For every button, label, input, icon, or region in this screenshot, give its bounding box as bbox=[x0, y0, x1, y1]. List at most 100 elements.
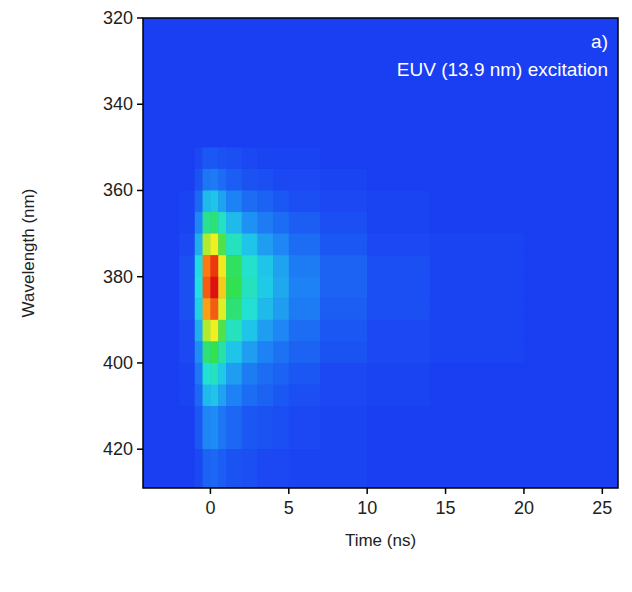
cell bbox=[257, 190, 273, 212]
cell bbox=[242, 18, 258, 62]
cell bbox=[179, 298, 195, 320]
cell bbox=[289, 341, 321, 363]
cell bbox=[203, 234, 211, 256]
cell bbox=[210, 298, 218, 320]
x-axis-title: Time (ns) bbox=[345, 531, 416, 550]
cell bbox=[430, 363, 525, 385]
x-tick-label: 20 bbox=[514, 498, 534, 518]
cell bbox=[289, 449, 321, 488]
cell bbox=[226, 298, 242, 320]
cell bbox=[210, 212, 218, 234]
cell bbox=[210, 147, 218, 169]
cell bbox=[210, 385, 218, 407]
cell bbox=[179, 385, 195, 407]
cell bbox=[210, 363, 218, 385]
cell bbox=[143, 169, 180, 191]
cell bbox=[218, 385, 226, 407]
cell bbox=[273, 61, 289, 105]
cell bbox=[210, 234, 218, 256]
cell bbox=[257, 320, 273, 342]
cell bbox=[210, 61, 218, 105]
cell bbox=[195, 212, 203, 234]
cell bbox=[524, 147, 618, 169]
y-tick-label: 360 bbox=[103, 180, 133, 200]
cell bbox=[210, 277, 218, 299]
cell bbox=[143, 298, 180, 320]
cells bbox=[143, 18, 618, 488]
y-tick-label: 400 bbox=[103, 353, 133, 373]
cell bbox=[320, 320, 368, 342]
cell bbox=[203, 255, 211, 277]
x-tick bbox=[445, 488, 447, 494]
cell bbox=[195, 147, 203, 169]
cell bbox=[179, 18, 195, 62]
cell bbox=[257, 234, 273, 256]
cell bbox=[289, 190, 321, 212]
cell bbox=[195, 363, 203, 385]
cell bbox=[226, 363, 242, 385]
cell bbox=[226, 385, 242, 407]
y-tick-label: 420 bbox=[103, 439, 133, 459]
cell bbox=[226, 147, 242, 169]
cell bbox=[226, 18, 242, 62]
cell bbox=[524, 298, 618, 320]
cell bbox=[273, 169, 289, 191]
cell bbox=[203, 61, 211, 105]
cell bbox=[242, 298, 258, 320]
cell bbox=[367, 169, 430, 191]
cell bbox=[257, 147, 273, 169]
cell bbox=[143, 147, 180, 169]
cell bbox=[273, 363, 289, 385]
cell bbox=[143, 449, 180, 488]
cell bbox=[218, 320, 226, 342]
x-tick bbox=[366, 488, 368, 494]
cell bbox=[367, 298, 430, 320]
cell bbox=[289, 61, 321, 105]
cell bbox=[226, 406, 242, 450]
cell bbox=[430, 406, 525, 450]
cell bbox=[524, 363, 618, 385]
cell bbox=[257, 385, 273, 407]
cell bbox=[273, 385, 289, 407]
cell bbox=[242, 363, 258, 385]
cell bbox=[367, 104, 430, 148]
cell bbox=[143, 320, 180, 342]
cell bbox=[367, 277, 430, 299]
cell bbox=[320, 104, 368, 148]
cell bbox=[226, 341, 242, 363]
cell bbox=[320, 169, 368, 191]
cell bbox=[257, 212, 273, 234]
cell bbox=[203, 18, 211, 62]
cell bbox=[143, 18, 180, 62]
cell bbox=[179, 449, 195, 488]
cell bbox=[430, 104, 525, 148]
cell bbox=[524, 190, 618, 212]
cell bbox=[524, 104, 618, 148]
cell bbox=[320, 255, 368, 277]
cell bbox=[257, 18, 273, 62]
cell bbox=[179, 147, 195, 169]
cell bbox=[179, 104, 195, 148]
cell bbox=[226, 61, 242, 105]
cell bbox=[524, 449, 618, 488]
cell bbox=[179, 212, 195, 234]
cell bbox=[289, 385, 321, 407]
cell bbox=[195, 277, 203, 299]
cell bbox=[195, 385, 203, 407]
cell bbox=[218, 298, 226, 320]
cell bbox=[218, 212, 226, 234]
cell bbox=[257, 341, 273, 363]
x-tick-label: 10 bbox=[357, 498, 377, 518]
cell bbox=[218, 406, 226, 450]
cell bbox=[179, 320, 195, 342]
cell bbox=[195, 449, 203, 488]
cell bbox=[203, 449, 211, 488]
y-tick bbox=[137, 103, 143, 105]
cell bbox=[195, 298, 203, 320]
x-tick-label: 0 bbox=[205, 498, 215, 518]
x-tick bbox=[288, 488, 290, 494]
cell bbox=[289, 147, 321, 169]
cell bbox=[195, 255, 203, 277]
cell bbox=[320, 341, 368, 363]
cell bbox=[524, 406, 618, 450]
